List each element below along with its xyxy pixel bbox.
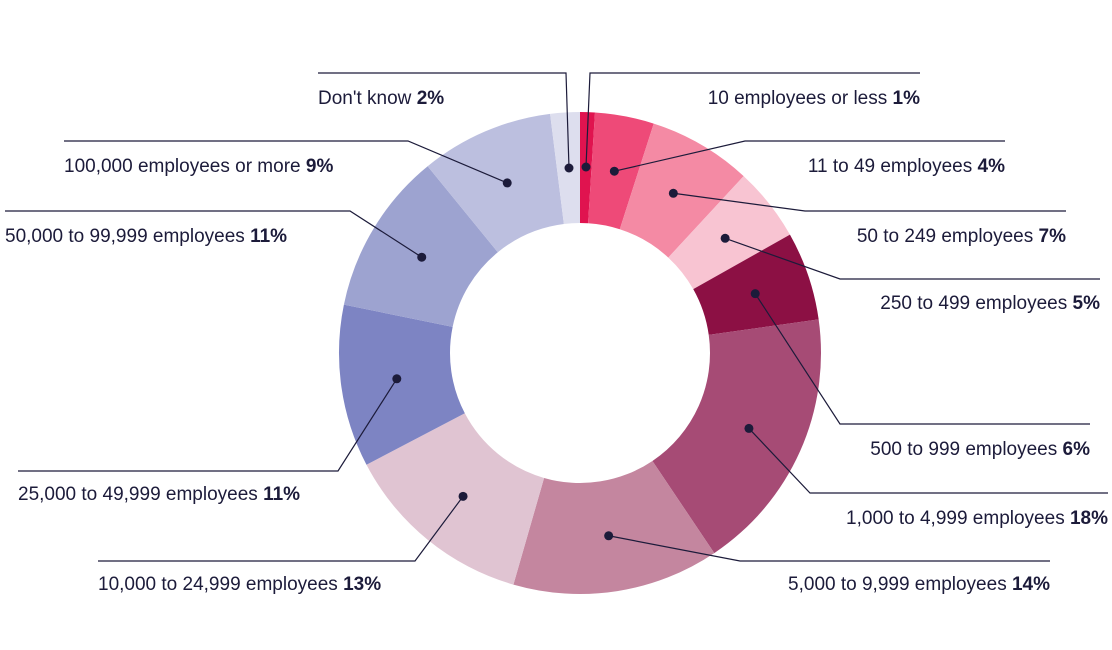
leader-lines-group: [5, 72, 1108, 562]
slice-label-value: 11%: [250, 226, 287, 247]
leader-dot: [744, 423, 754, 433]
slice-label: 500 to 999 employees 6%: [870, 439, 1090, 460]
leader-dot: [604, 531, 614, 541]
leader-dot: [609, 166, 619, 176]
slice-label-value: 9%: [306, 156, 334, 177]
donut-slice: [427, 113, 564, 253]
slice-label: 1,000 to 4,999 employees 18%: [846, 508, 1108, 529]
leader-line: [748, 428, 1108, 494]
slice-label: 100,000 employees or more 9%: [64, 156, 333, 177]
slice-label: 10,000 to 24,999 employees 13%: [98, 574, 381, 595]
leader-dot: [502, 178, 512, 188]
leader-dot: [458, 491, 468, 501]
slice-label: 11 to 49 employees 4%: [808, 156, 1005, 177]
slice-label-value: 2%: [417, 88, 445, 109]
leader-dot: [750, 289, 760, 299]
donut-slice: [619, 123, 744, 258]
leader-line: [585, 72, 920, 168]
leader-line: [18, 378, 398, 472]
leader-line: [673, 192, 1066, 212]
leader-dot: [392, 374, 402, 384]
donut-slice: [588, 112, 654, 230]
slice-label-category: 10,000 to 24,999 employees: [98, 574, 343, 595]
slice-label-value: 11%: [263, 484, 300, 505]
slice-label-value: 5%: [1073, 293, 1101, 314]
slice-label-category: 25,000 to 49,999 employees: [18, 484, 263, 505]
slice-label: 250 to 499 employees 5%: [880, 293, 1100, 314]
slice-label-value: 18%: [1070, 508, 1108, 529]
leader-line: [318, 72, 570, 169]
slice-label-value: 4%: [978, 156, 1006, 177]
slice-label-value: 14%: [1012, 574, 1050, 595]
slice-label-category: 50,000 to 99,999 employees: [5, 226, 250, 247]
donut-slice: [513, 460, 715, 594]
slice-label-category: 100,000 employees or more: [64, 156, 306, 177]
slice-label: 10 employees or less 1%: [708, 88, 920, 109]
leader-line: [608, 535, 1050, 562]
slice-label: 50 to 249 employees 7%: [857, 226, 1066, 247]
leader-line: [614, 140, 1005, 172]
slice-label-category: 5,000 to 9,999 employees: [788, 574, 1012, 595]
slice-label: 25,000 to 49,999 employees 11%: [18, 484, 300, 505]
leader-line: [724, 237, 1100, 280]
leader-line: [5, 210, 423, 258]
slice-label-category: 10 employees or less: [708, 88, 893, 109]
slice-label-value: 13%: [343, 574, 381, 595]
slice-label-category: 500 to 999 employees: [870, 439, 1062, 460]
leader-line: [98, 495, 464, 562]
donut-slice: [343, 166, 498, 327]
slice-label: Don't know 2%: [318, 88, 444, 109]
leader-dot: [668, 188, 678, 198]
donut-slice: [366, 413, 545, 585]
slice-label: 50,000 to 99,999 employees 11%: [5, 226, 287, 247]
slice-label-category: 50 to 249 employees: [857, 226, 1039, 247]
slice-label: 5,000 to 9,999 employees 14%: [788, 574, 1050, 595]
slice-label-value: 6%: [1063, 439, 1091, 460]
leader-dot: [564, 163, 574, 173]
slice-label-category: 250 to 499 employees: [880, 293, 1072, 314]
labels-group: 10 employees or less 1% 11 to 49 employee…: [5, 88, 1108, 595]
leader-line: [64, 140, 508, 184]
slice-label-category: Don't know: [318, 88, 417, 109]
leader-line: [754, 293, 1090, 425]
donut-slice: [339, 304, 465, 465]
slice-label-value: 7%: [1039, 226, 1067, 247]
slice-label-value: 1%: [893, 88, 921, 109]
slices-group: [339, 112, 822, 594]
leader-dot: [581, 162, 591, 172]
leader-dot: [417, 252, 427, 262]
slice-label-category: 11 to 49 employees: [808, 156, 978, 177]
slice-label-category: 1,000 to 4,999 employees: [846, 508, 1070, 529]
donut-slice: [652, 319, 822, 554]
leader-dot: [720, 233, 730, 243]
